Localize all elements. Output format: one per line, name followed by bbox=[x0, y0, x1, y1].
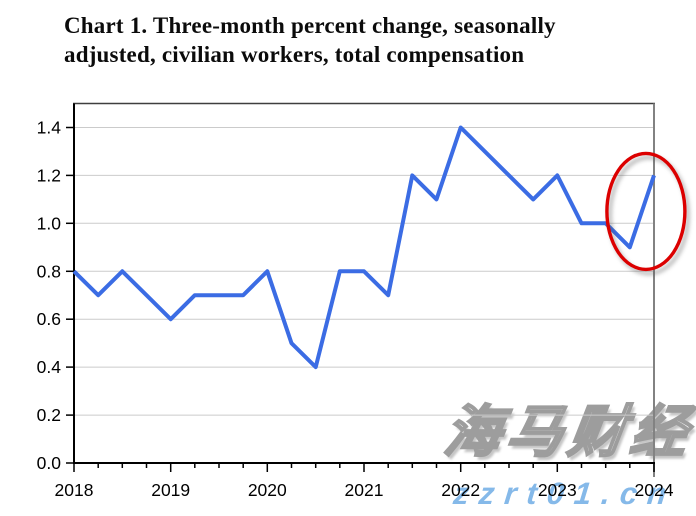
chart-title-line2: adjusted, civilian workers, total compen… bbox=[64, 42, 525, 67]
chart-title-line1: Chart 1. Three-month percent change, sea… bbox=[64, 13, 556, 38]
y-tick-label: 1.0 bbox=[37, 213, 62, 233]
x-year-label: 2020 bbox=[248, 480, 287, 500]
y-tick-label: 0.2 bbox=[37, 405, 61, 425]
x-year-label: 2023 bbox=[538, 480, 577, 500]
x-year-label: 2021 bbox=[345, 480, 384, 500]
chart-title: Chart 1. Three-month percent change, sea… bbox=[64, 11, 556, 69]
highlight-ellipse bbox=[605, 151, 687, 272]
y-tick-label: 1.4 bbox=[37, 118, 62, 138]
y-tick-label: 0.8 bbox=[37, 261, 61, 281]
y-tick-label: 1.2 bbox=[37, 165, 61, 185]
data-line bbox=[72, 125, 656, 370]
x-year-label: 2019 bbox=[151, 480, 190, 500]
x-year-label: 2024 bbox=[635, 480, 674, 500]
y-tick-label: 0.0 bbox=[37, 453, 62, 473]
y-tick-label: 0.6 bbox=[37, 309, 61, 329]
x-year-label: 2018 bbox=[55, 480, 94, 500]
y-tick-label: 0.4 bbox=[37, 357, 62, 377]
x-year-label: 2022 bbox=[441, 480, 480, 500]
